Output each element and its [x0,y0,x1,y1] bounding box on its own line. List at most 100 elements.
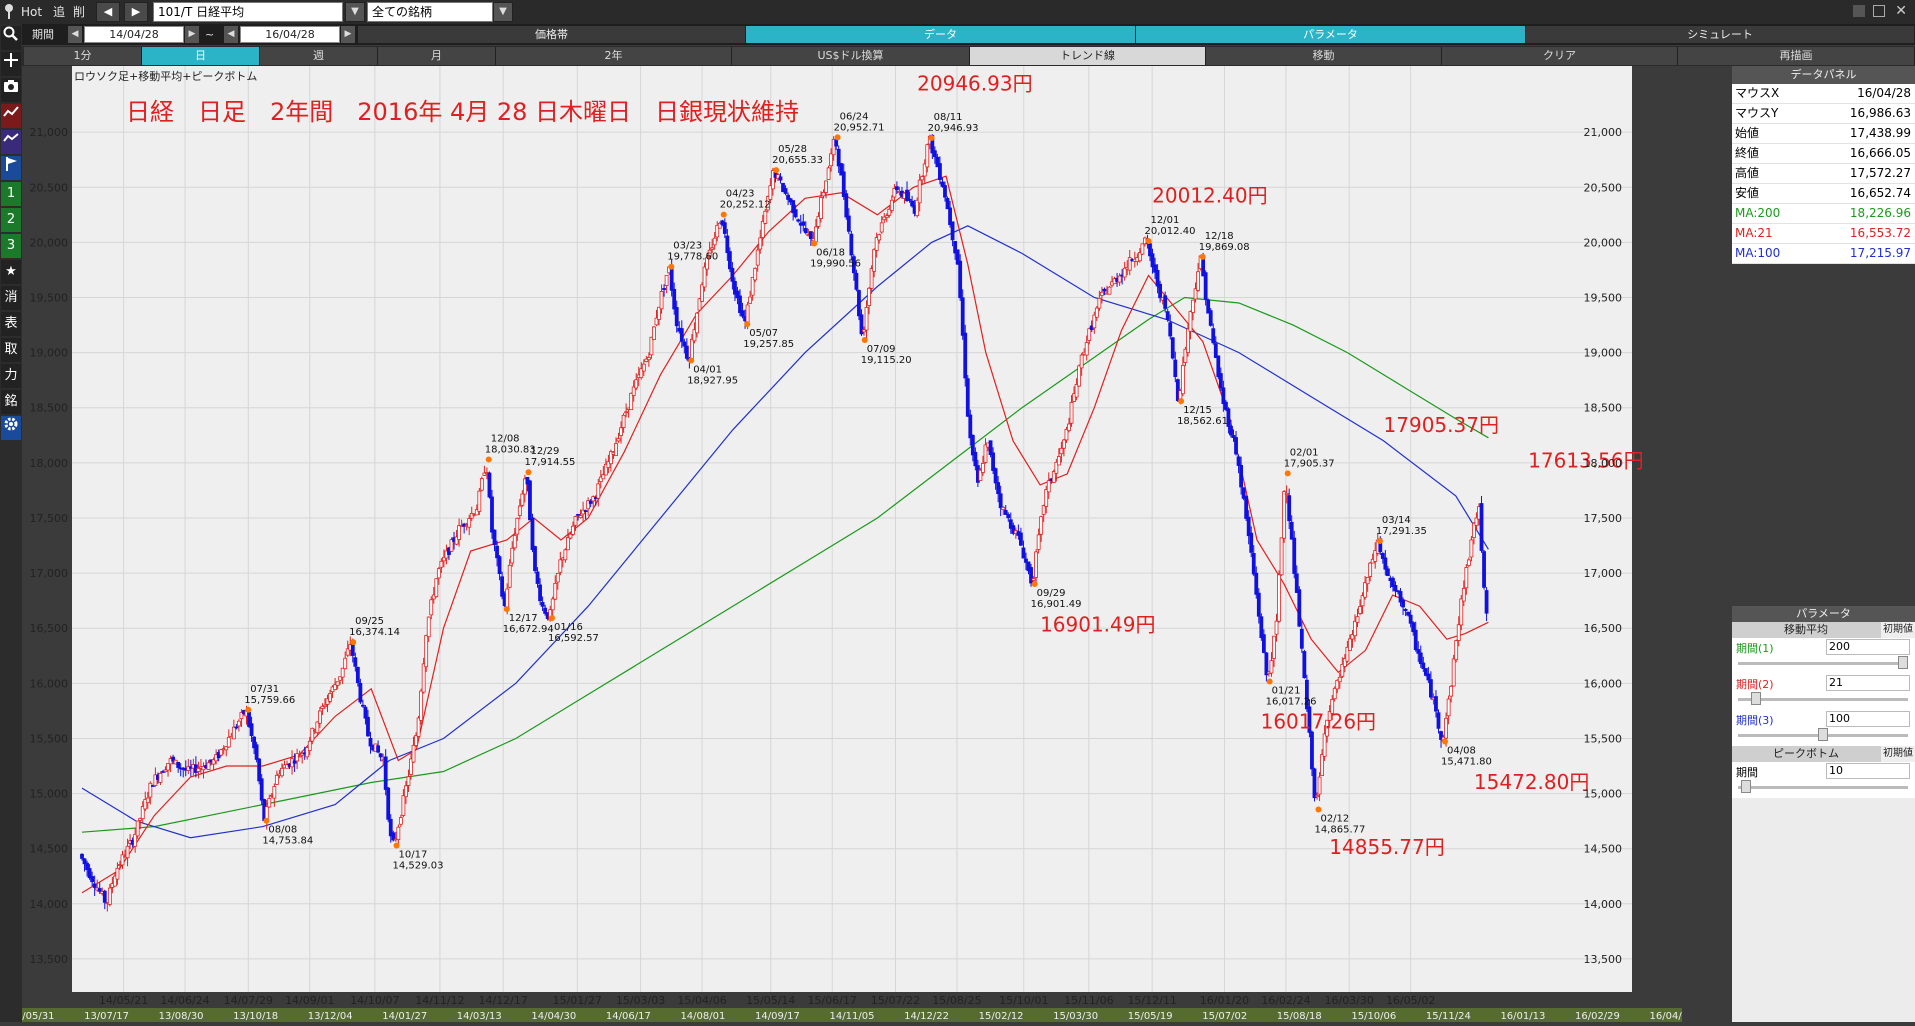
tab-weekly[interactable]: 週 [260,47,378,65]
peak-label: 05/07 19,257.85 [743,328,794,350]
camera-icon[interactable] [1,78,21,102]
tab-redraw[interactable]: 再描画 [1678,47,1915,65]
preset-2-button[interactable]: 2 [1,208,21,232]
range-to-prev-icon[interactable]: ◀ [224,26,238,43]
flag-icon[interactable] [1,156,21,180]
input-button[interactable]: 力 [1,364,21,388]
pb-slider-thumb[interactable] [1741,780,1752,793]
search-icon[interactable] [1,26,21,50]
param-2-input[interactable]: 21 [1826,675,1910,691]
pb-input[interactable]: 10 [1826,763,1910,779]
overview-tick-label: 14/03/13 [457,1011,502,1022]
symbol-dropdown-icon[interactable]: ▼ [345,2,365,22]
param-1-input[interactable]: 200 [1826,639,1910,655]
overview-tick-label: 13/05/31 [22,1011,54,1022]
tab-daily[interactable]: 日 [142,47,260,65]
param-1-slider-thumb[interactable] [1898,656,1908,669]
ma-reset-button[interactable]: 初期値 [1881,622,1915,638]
range-from-prev-icon[interactable]: ◀ [68,26,82,43]
tab-trendline[interactable]: トレンド線 [970,47,1206,65]
tab-1min[interactable]: 1分 [24,47,142,65]
param-2-slider[interactable] [1738,698,1908,701]
param-2-slider-thumb[interactable] [1750,692,1761,705]
universe-dropdown-icon[interactable]: ▼ [493,2,513,22]
price-chart[interactable]: 07/31 15,759.66 08/08 14,753.84 09/25 16,374.… [10,66,1694,1022]
candle-body [1150,253,1155,268]
close-icon[interactable]: ✕ [1895,3,1907,19]
stock-button[interactable]: 銘 [1,390,21,414]
price-annotation: 16017.26円 [1261,710,1376,734]
peak-marker [525,469,532,476]
maximize-icon[interactable] [1873,5,1885,17]
prev-symbol-button[interactable]: ◀ [96,2,120,22]
gear-icon[interactable] [1,416,21,440]
candle-body [507,564,512,588]
range-from-next-icon[interactable]: ▶ [185,26,199,43]
candle-body [1062,439,1066,449]
erase-button[interactable]: 消 [1,286,21,310]
add-button[interactable]: 追 [53,5,66,19]
candle-body [674,307,679,327]
delete-button[interactable]: 削 [73,5,86,19]
candle-body [614,443,618,457]
trend-chart-icon[interactable] [1,130,21,154]
param-1-slider[interactable] [1738,662,1908,665]
tab-price-band[interactable]: 価格帯 [358,26,746,43]
candle-body [1413,629,1418,651]
hot-button[interactable]: Hot [21,5,43,19]
star-icon[interactable]: ★ [1,260,21,284]
x-tick-label: 16/01/20 [1200,994,1249,1007]
preset-1-button[interactable]: 1 [1,182,21,206]
param-3-slider-thumb[interactable] [1818,728,1828,741]
candle-body [1421,662,1426,669]
display-button[interactable]: 表 [1,312,21,336]
range-from-input[interactable]: 14/04/28 [84,26,184,43]
candle-body [1451,658,1456,687]
fetch-button[interactable]: 取 [1,338,21,362]
tab-monthly[interactable]: 月 [378,47,496,65]
tab-move[interactable]: 移動 [1206,47,1442,65]
overview-tick-label: 13/12/04 [308,1011,353,1022]
candle-body [424,635,429,668]
candle-body [1206,299,1211,314]
candle-body [631,386,636,396]
preset-3-button[interactable]: 3 [1,234,21,258]
data-panel-value: 17,215.97 [1849,246,1911,260]
param-3-input[interactable]: 100 [1826,711,1910,727]
candle-body [138,818,143,821]
universe-select[interactable]: 全ての銘柄 [367,2,493,22]
candle-body [1446,698,1451,717]
candle-body [872,249,877,272]
candle-body [515,517,520,535]
peak-marker [1178,398,1185,405]
candle-body [449,539,454,552]
tab-usd[interactable]: US$ドル換算 [732,47,970,65]
candle-body [1297,589,1302,627]
tab-parameters[interactable]: パラメータ [1136,26,1526,43]
crosshair-icon[interactable] [1,52,21,76]
candle-body [619,427,623,436]
candle-body [102,890,107,903]
data-panel-row: 始値 17,438.99 [1732,124,1915,144]
candle-body [1320,754,1324,776]
candle-body [505,588,510,609]
x-tick-label: 14/11/12 [415,994,464,1007]
next-symbol-button[interactable]: ▶ [124,2,148,22]
pb-slider[interactable] [1738,786,1908,789]
symbol-select[interactable]: 101/T 日経平均 [153,2,343,22]
candle-body [1034,551,1038,578]
pb-reset-button[interactable]: 初期値 [1881,746,1915,762]
candle-body [849,233,854,256]
candle-body [368,737,373,747]
tab-2year[interactable]: 2年 [496,47,732,65]
line-chart-icon[interactable] [1,104,21,128]
tab-clear[interactable]: クリア [1442,47,1678,65]
candle-body [1170,337,1175,359]
range-to-input[interactable]: 16/04/28 [240,26,340,43]
peak-label: 04/01 18,927.95 [687,365,738,387]
tab-simulate[interactable]: シミュレート [1526,26,1915,43]
range-to-next-icon[interactable]: ▶ [341,26,355,43]
tab-data[interactable]: データ [746,26,1136,43]
hot-icon[interactable] [2,2,18,22]
minimize-icon[interactable] [1853,5,1865,17]
